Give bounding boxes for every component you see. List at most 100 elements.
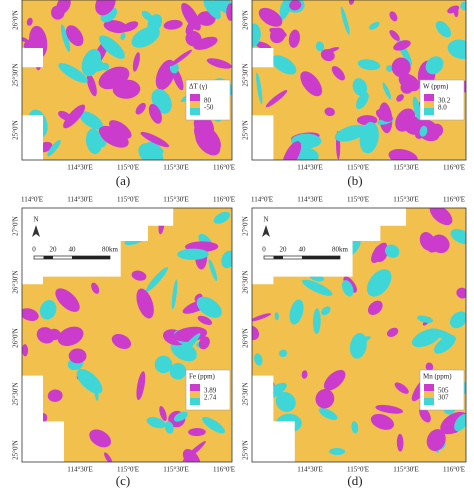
anomaly: [95, 0, 116, 16]
anomaly: [389, 11, 398, 22]
map-panel: 26°0'N 25°30'N 25°0'N 114°30'E 115°0'E 115°30…: [12, 0, 235, 188]
legend-low: -50: [204, 104, 214, 112]
anomaly: [315, 41, 324, 52]
anomaly: [425, 362, 434, 372]
lon-label: 114°30'E: [67, 466, 93, 474]
anomaly: [170, 49, 192, 67]
lon-label-top: 114°30'E: [67, 196, 93, 204]
anomaly: [47, 389, 63, 402]
anomaly: [254, 353, 263, 366]
anomalies: [22, 0, 232, 160]
lon-label-top: 116°0'E: [443, 196, 465, 204]
scale-label: 40: [299, 246, 307, 254]
anomaly: [460, 1, 466, 11]
legend-swatch: [424, 391, 434, 398]
lon-label: 116°0'E: [443, 164, 465, 172]
panel-label: (c): [116, 473, 130, 488]
lon-label: 115°30'E: [163, 164, 189, 172]
anomaly: [367, 300, 383, 315]
anomaly: [57, 326, 84, 347]
anomaly: [146, 416, 166, 429]
legend-swatch: [190, 391, 200, 398]
anomaly: [282, 141, 302, 160]
lon-label-top: 115°30'E: [393, 196, 419, 204]
map-frame: [251, 0, 467, 161]
lon-label: 116°0'E: [443, 466, 465, 474]
anomaly: [396, 94, 404, 102]
scale-label: 0: [262, 246, 266, 254]
legend-swatch: [424, 384, 434, 391]
anomaly: [450, 229, 466, 245]
lon-label-top: 116°0'E: [213, 196, 235, 204]
lon-label: 115°0'E: [117, 164, 139, 172]
legend-title: Mn (ppm): [423, 373, 452, 381]
anomaly: [163, 19, 183, 30]
lat-label: 26°0'N: [242, 328, 250, 348]
legend-title: W (ppm): [423, 83, 449, 91]
anomaly: [340, 6, 350, 35]
scale-bar-fill: [43, 256, 53, 259]
legend-swatch: [424, 398, 434, 405]
anomaly: [177, 248, 209, 260]
anomaly: [154, 355, 173, 374]
anomaly: [331, 65, 345, 81]
north-label: N: [33, 216, 38, 224]
legend-high: 80: [204, 97, 212, 105]
anomaly: [373, 244, 388, 262]
anomaly: [341, 280, 354, 297]
lon-label-top: 114°0'E: [251, 196, 273, 204]
anomaly: [271, 55, 297, 75]
anomaly: [171, 279, 178, 310]
anomaly: [416, 315, 433, 323]
anomaly: [447, 5, 460, 14]
anomaly: [58, 110, 72, 121]
legend-swatch: [424, 108, 434, 115]
anomaly: [60, 24, 71, 52]
anomaly: [206, 58, 232, 69]
anomaly: [79, 111, 104, 130]
lat-label: 26°30'N: [12, 270, 20, 293]
anomaly: [308, 222, 321, 234]
north-arrow: [32, 225, 40, 237]
anomaly: [99, 35, 125, 59]
anomaly: [394, 382, 409, 394]
anomaly: [352, 78, 368, 96]
legend-swatch: [190, 398, 200, 405]
lat-label: 26°0'N: [242, 10, 250, 30]
scale-bar-fill: [72, 256, 110, 259]
anomaly: [55, 288, 80, 312]
anomaly: [76, 368, 103, 394]
anomaly: [425, 56, 444, 75]
anomaly: [208, 259, 218, 281]
anomaly: [174, 326, 208, 342]
anomaly: [36, 327, 55, 344]
anomaly: [104, 452, 113, 462]
anomaly: [131, 26, 160, 48]
anomaly: [419, 407, 431, 423]
anomaly: [203, 0, 221, 19]
anomaly: [386, 64, 393, 72]
anomaly: [433, 335, 456, 354]
anomaly: [398, 73, 420, 92]
lon-label: 115°0'E: [347, 466, 369, 474]
map-panel: 27°0'N 26°30'N 26°0'N 25°30'N 25°0'N 114°30'E…: [242, 196, 467, 488]
anomaly: [91, 282, 100, 294]
lat-label: 27°0'N: [242, 216, 250, 236]
scale-label: 80km: [332, 246, 349, 254]
anomaly: [22, 344, 29, 357]
anomaly: [449, 311, 466, 329]
lat-label: 25°30'N: [12, 382, 20, 405]
anomaly: [323, 47, 340, 54]
anomaly: [213, 211, 230, 224]
anomaly: [384, 244, 400, 258]
anomaly: [164, 421, 174, 434]
anomaly: [132, 52, 140, 72]
anomaly: [135, 102, 146, 115]
scale-label: 40: [69, 246, 77, 254]
anomaly: [47, 139, 61, 157]
legend-high: 3.89: [204, 387, 217, 395]
anomaly: [312, 308, 321, 335]
anomaly: [315, 389, 335, 409]
lon-label: 115°0'E: [347, 164, 369, 172]
